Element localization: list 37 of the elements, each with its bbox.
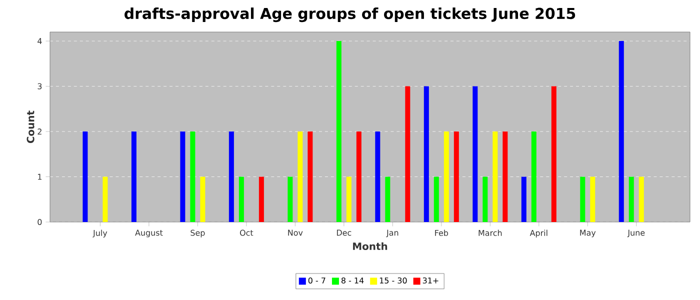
bar bbox=[200, 176, 206, 222]
bar bbox=[482, 176, 488, 222]
bar bbox=[444, 132, 449, 222]
bar bbox=[375, 132, 380, 222]
bar bbox=[531, 132, 536, 222]
bar bbox=[454, 132, 459, 222]
bar bbox=[336, 41, 342, 222]
bar bbox=[131, 132, 136, 222]
bar bbox=[580, 176, 586, 222]
x-axis-title: Month bbox=[353, 242, 388, 250]
bar bbox=[551, 86, 556, 222]
bar bbox=[590, 176, 596, 222]
bar bbox=[308, 132, 313, 222]
bar bbox=[472, 86, 478, 222]
chart-title: drafts-approval Age groups of open tickets June 2015 bbox=[124, 8, 576, 22]
bar bbox=[424, 86, 429, 222]
y-axis-title: Count bbox=[26, 110, 34, 144]
bar bbox=[434, 176, 439, 222]
bar bbox=[385, 176, 390, 222]
bar bbox=[628, 176, 634, 222]
bar bbox=[102, 176, 108, 222]
bar bbox=[258, 176, 264, 222]
bar bbox=[190, 132, 196, 222]
bar bbox=[618, 41, 624, 222]
bar bbox=[638, 176, 644, 222]
bar bbox=[288, 176, 293, 222]
bar bbox=[82, 132, 88, 222]
bar bbox=[228, 132, 234, 222]
bar bbox=[346, 176, 352, 222]
bar bbox=[356, 132, 362, 222]
bar bbox=[238, 176, 244, 222]
bar bbox=[502, 132, 508, 222]
bar bbox=[298, 132, 303, 222]
bar bbox=[492, 132, 498, 222]
bar bbox=[521, 176, 526, 222]
bar bbox=[180, 132, 186, 222]
bar bbox=[405, 86, 410, 222]
